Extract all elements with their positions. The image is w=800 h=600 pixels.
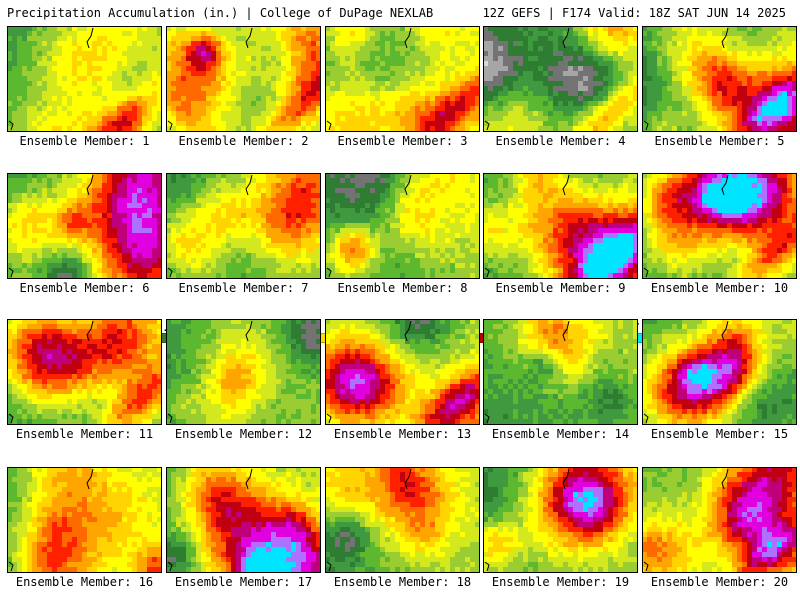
precip-map xyxy=(642,467,797,573)
precip-map xyxy=(325,319,480,425)
member-label: Ensemble Member: 15 xyxy=(650,427,789,441)
precip-map xyxy=(325,467,480,573)
member-label: Ensemble Member: 13 xyxy=(333,427,472,441)
member-label: Ensemble Member: 1 xyxy=(19,134,150,148)
precip-map xyxy=(483,173,638,279)
member-label: Ensemble Member: 14 xyxy=(491,427,630,441)
member-label: Ensemble Member: 4 xyxy=(495,134,626,148)
member-label: Ensemble Member: 20 xyxy=(650,575,789,589)
precip-map xyxy=(166,26,321,132)
precip-map xyxy=(166,173,321,279)
member-label: Ensemble Member: 11 xyxy=(15,427,154,441)
chart-title: Precipitation Accumulation (in.) | Colle… xyxy=(7,6,434,20)
run-info: 12Z GEFS | F174 Valid: 18Z SAT JUN 14 20… xyxy=(482,6,786,20)
precip-map xyxy=(7,319,162,425)
member-label: Ensemble Member: 8 xyxy=(337,281,468,295)
member-label: Ensemble Member: 18 xyxy=(333,575,472,589)
precip-map xyxy=(325,26,480,132)
precip-map xyxy=(483,319,638,425)
precip-map xyxy=(642,319,797,425)
precip-map xyxy=(483,467,638,573)
precip-map xyxy=(642,26,797,132)
member-label: Ensemble Member: 16 xyxy=(15,575,154,589)
member-label: Ensemble Member: 2 xyxy=(178,134,309,148)
precip-map xyxy=(166,467,321,573)
member-label: Ensemble Member: 6 xyxy=(19,281,150,295)
precip-map xyxy=(483,26,638,132)
member-label: Ensemble Member: 10 xyxy=(650,281,789,295)
member-label: Ensemble Member: 9 xyxy=(495,281,626,295)
precip-map xyxy=(7,173,162,279)
precip-map xyxy=(325,173,480,279)
member-label: Ensemble Member: 5 xyxy=(654,134,785,148)
member-label: Ensemble Member: 12 xyxy=(174,427,313,441)
member-label: Ensemble Member: 3 xyxy=(337,134,468,148)
member-label: Ensemble Member: 19 xyxy=(491,575,630,589)
precip-map xyxy=(7,26,162,132)
member-label: Ensemble Member: 7 xyxy=(178,281,309,295)
ensemble-grid: 00.050.2511.752.53.2545.57912 Ensemble M… xyxy=(7,26,797,596)
precip-map xyxy=(642,173,797,279)
precip-map xyxy=(7,467,162,573)
member-label: Ensemble Member: 17 xyxy=(174,575,313,589)
precip-map xyxy=(166,319,321,425)
